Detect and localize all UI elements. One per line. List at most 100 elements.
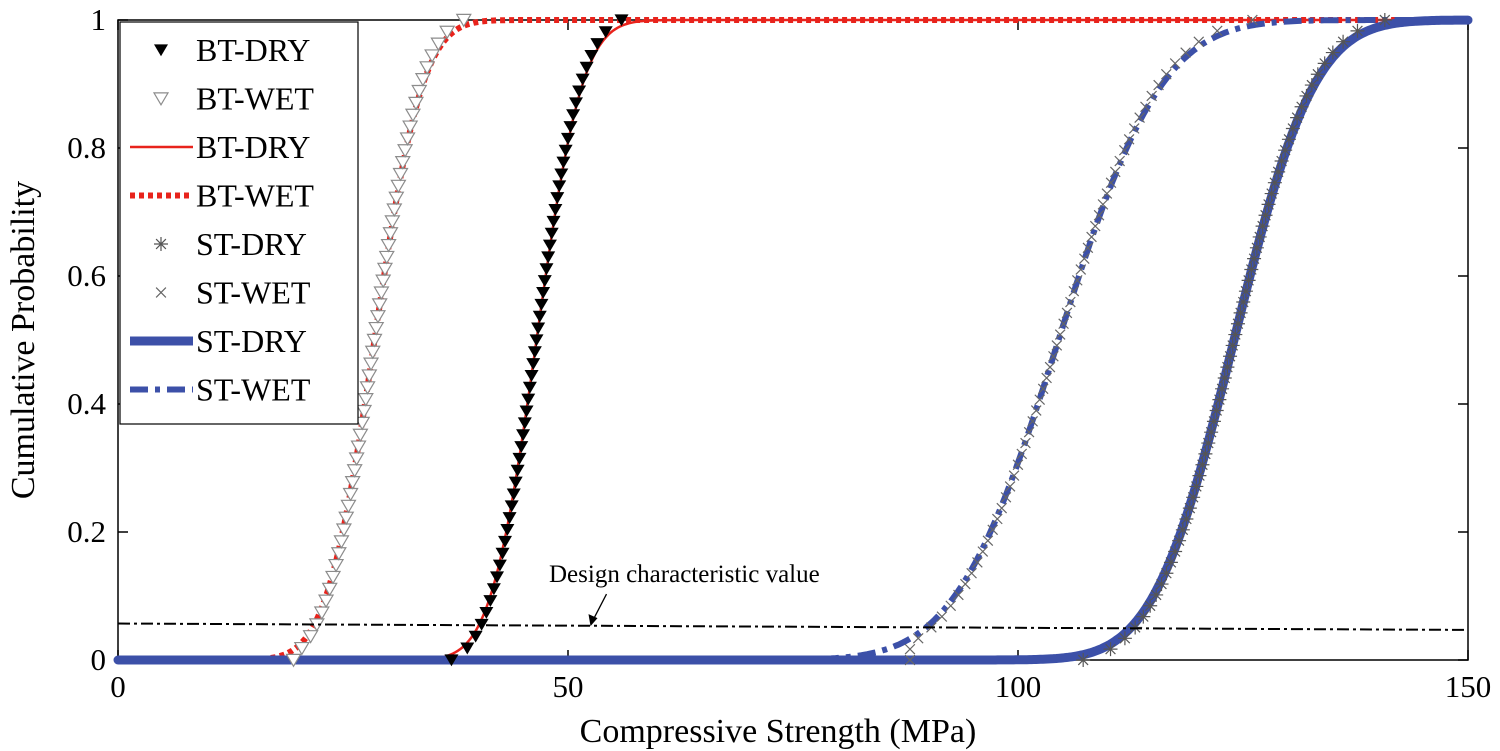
marker-st-wet bbox=[972, 557, 983, 568]
legend-label: ST-WET bbox=[196, 372, 311, 408]
marker-st-wet bbox=[1123, 133, 1135, 145]
marker-bt-dry bbox=[558, 144, 573, 157]
marker-st-dry bbox=[1285, 121, 1300, 136]
marker-st-wet bbox=[1027, 416, 1039, 427]
marker-bt-wet bbox=[357, 393, 374, 407]
x-tick-label: 0 bbox=[110, 669, 126, 704]
marker-st-dry bbox=[1350, 23, 1365, 38]
marker-st-dry bbox=[1182, 501, 1197, 516]
marker-bt-wet bbox=[397, 144, 414, 158]
marker-st-dry bbox=[1195, 457, 1210, 472]
marker-st-wet bbox=[1109, 166, 1121, 178]
legend: BT-DRY BT-WET BT-DRY BT-WET ST-DRY ST-WET ST-D… bbox=[119, 21, 359, 425]
marker-bt-wet bbox=[352, 428, 369, 443]
marker-st-wet bbox=[936, 611, 948, 622]
marker-bt-dry bbox=[544, 227, 559, 240]
marker-st-dry bbox=[1149, 587, 1164, 602]
marker-bt-wet bbox=[369, 310, 386, 324]
marker-st-wet bbox=[1114, 155, 1126, 167]
marker-bt-wet bbox=[373, 286, 390, 301]
marker-st-dry bbox=[1209, 403, 1224, 418]
cdf-curve-st-wet bbox=[118, 17, 1468, 663]
marker-st-dry bbox=[1192, 468, 1207, 483]
marker-bt-wet bbox=[330, 547, 347, 561]
marker-st-dry bbox=[1244, 262, 1259, 277]
marker-st-dry bbox=[1247, 251, 1262, 266]
marker-st-dry bbox=[1179, 511, 1194, 526]
marker-bt-wet bbox=[384, 215, 401, 229]
marker-bt-dry bbox=[527, 346, 542, 359]
marker-bt-dry bbox=[584, 49, 599, 62]
marker-st-dry bbox=[1217, 370, 1232, 385]
legend-label: ST-DRY bbox=[196, 226, 307, 262]
marker-st-wet bbox=[1065, 296, 1076, 308]
x-tick-label: 100 bbox=[995, 669, 1042, 704]
marker-bt-wet bbox=[321, 582, 338, 597]
marker-st-dry bbox=[1201, 436, 1216, 451]
marker-bt-dry bbox=[514, 441, 529, 453]
marker-st-dry bbox=[1136, 609, 1151, 624]
marker-bt-wet bbox=[363, 357, 380, 372]
marker-bt-wet bbox=[368, 321, 385, 336]
legend-label: BT-WET bbox=[196, 81, 314, 117]
marker-bt-dry bbox=[490, 571, 505, 584]
x-axis-label: Compressive Strength (MPa) bbox=[580, 713, 977, 750]
marker-bt-wet bbox=[361, 369, 378, 384]
y-tick-label: 0.6 bbox=[67, 258, 106, 293]
marker-bt-dry bbox=[566, 109, 581, 122]
x-tick-label: 50 bbox=[553, 669, 584, 704]
marker-bt-dry bbox=[516, 429, 531, 442]
marker-bt-dry bbox=[554, 168, 569, 181]
marker-bt-dry bbox=[552, 180, 567, 193]
marker-st-wet bbox=[1086, 231, 1097, 243]
marker-bt-wet bbox=[333, 535, 350, 549]
marker-bt-dry bbox=[590, 38, 605, 51]
marker-st-dry bbox=[1223, 349, 1238, 364]
y-tick-label: 1 bbox=[91, 2, 107, 37]
marker-bt-dry bbox=[483, 595, 498, 608]
marker-st-dry bbox=[1206, 414, 1221, 429]
marker-st-dry bbox=[1198, 446, 1213, 461]
marker-st-wet bbox=[1008, 470, 1020, 481]
marker-bt-wet bbox=[455, 13, 472, 28]
marker-st-wet bbox=[966, 567, 977, 579]
marker-st-wet bbox=[912, 632, 924, 644]
design-line bbox=[117, 622, 1469, 631]
marker-bt-dry bbox=[500, 524, 515, 536]
marker-st-dry bbox=[1281, 132, 1296, 147]
marker-bt-dry bbox=[460, 642, 475, 655]
legend-symbol bbox=[154, 44, 168, 57]
marker-bt-dry bbox=[522, 381, 537, 394]
marker-st-wet bbox=[1180, 47, 1191, 58]
marker-bt-dry bbox=[517, 417, 532, 430]
marker-st-wet bbox=[904, 654, 916, 666]
marker-bt-dry bbox=[537, 275, 552, 288]
marker-bt-wet bbox=[302, 630, 319, 644]
marker-st-wet bbox=[1097, 199, 1109, 210]
marker-st-dry bbox=[1143, 598, 1158, 613]
marker-bt-dry bbox=[534, 298, 549, 311]
marker-st-wet bbox=[1037, 383, 1049, 395]
marker-st-wet bbox=[1000, 491, 1012, 503]
marker-st-dry bbox=[1154, 577, 1169, 592]
marker-bt-dry bbox=[598, 26, 613, 39]
marker-bt-dry bbox=[532, 310, 547, 323]
marker-st-dry bbox=[1236, 295, 1251, 310]
marker-st-dry bbox=[1103, 642, 1118, 657]
marker-bt-dry bbox=[550, 192, 565, 205]
marker-st-wet bbox=[1061, 307, 1073, 319]
marker-bt-dry bbox=[548, 204, 563, 216]
marker-st-dry bbox=[1172, 533, 1187, 548]
marker-st-dry bbox=[1233, 305, 1248, 320]
legend-label: BT-DRY bbox=[196, 129, 310, 165]
marker-st-dry bbox=[1264, 186, 1279, 201]
marker-st-dry bbox=[1175, 522, 1190, 537]
marker-st-wet bbox=[1128, 123, 1140, 134]
marker-bt-dry bbox=[479, 606, 494, 619]
marker-st-dry bbox=[1241, 273, 1256, 288]
marker-bt-wet bbox=[378, 250, 395, 265]
marker-bt-dry bbox=[508, 476, 523, 489]
marker-st-dry bbox=[1255, 219, 1270, 234]
y-tick-label: 0 bbox=[91, 642, 107, 677]
